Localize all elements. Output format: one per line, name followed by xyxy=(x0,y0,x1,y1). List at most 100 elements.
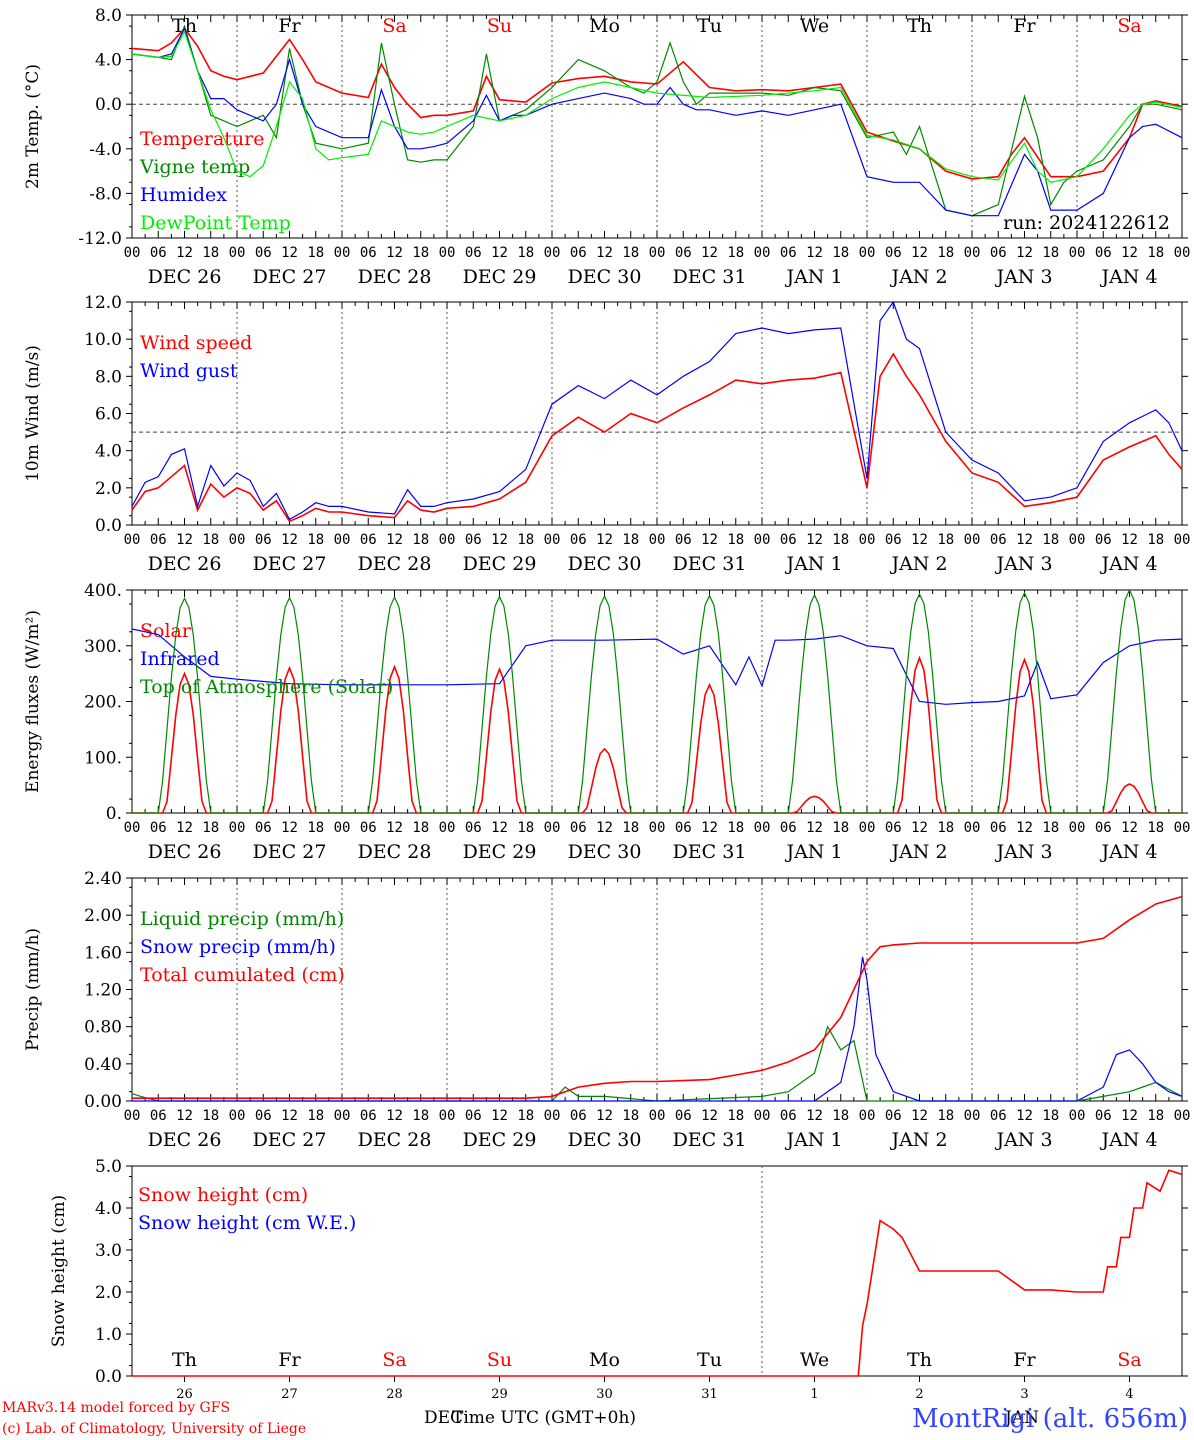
weekday-label: Fr xyxy=(1013,15,1036,37)
weekday-label: Th xyxy=(907,1349,932,1371)
x-hour-label: 00 xyxy=(754,820,771,836)
x-hour-label: 12 xyxy=(806,1108,823,1124)
x-hour-label: 18 xyxy=(307,820,324,836)
weekday-label: Su xyxy=(487,1349,512,1371)
legend-entry: Total cumulated (cm) xyxy=(140,964,345,986)
y-tick-label: 2.40 xyxy=(84,869,122,889)
y-tick-label: 12.0 xyxy=(84,293,122,313)
y-tick-label: 300. xyxy=(84,637,122,657)
panel-1: 8.0 4.0 0.0 -4.0 -8.0 -12.0 2m Temp. (°C) 00 06 1… xyxy=(23,6,1190,288)
weekday-label: Th xyxy=(907,15,932,37)
x-day-number: 1 xyxy=(810,1387,818,1402)
legend-entry: Snow height (cm) xyxy=(138,1184,308,1206)
y-tick-label: 0.40 xyxy=(84,1055,122,1075)
x-hour-label: 12 xyxy=(1016,245,1033,261)
legend-entry: Liquid precip (mm/h) xyxy=(140,908,344,930)
y-tick-label: 4.0 xyxy=(95,1199,122,1219)
x-hour-label: 12 xyxy=(491,532,508,548)
weekday-label: Sa xyxy=(382,15,406,37)
x-hour-label: 00 xyxy=(334,820,351,836)
x-hour-label: 12 xyxy=(281,245,298,261)
y-tick-label: 4.0 xyxy=(95,51,122,71)
panel-2: 12.0 10.0 8.0 6.0 4.0 2.0 0.0 10m Wind (m/s) 00 0… xyxy=(23,293,1190,575)
weekday-label: Fr xyxy=(1013,1349,1036,1371)
x-date-label: DEC 28 xyxy=(358,1129,432,1151)
x-date-label: DEC 26 xyxy=(148,841,222,863)
x-hour-label: 12 xyxy=(806,820,823,836)
month-right: JAN xyxy=(1003,1408,1039,1428)
x-hour-label: 12 xyxy=(386,820,403,836)
y-tick-label: 200. xyxy=(84,693,122,713)
legend-entry: DewPoint Temp xyxy=(140,212,291,234)
series-line-vigne-temp xyxy=(131,24,1183,217)
weekday-label: Tu xyxy=(697,15,722,37)
y-tick-label: 0.0 xyxy=(95,95,122,115)
weekday-label: We xyxy=(800,1349,829,1371)
x-hour-label: 18 xyxy=(727,820,744,836)
x-hour-label: 18 xyxy=(727,1108,744,1124)
x-date-label: DEC 27 xyxy=(253,553,327,575)
x-hour-label: 06 xyxy=(570,820,587,836)
x-hour-label: 06 xyxy=(1095,245,1112,261)
x-hour-label: 18 xyxy=(307,245,324,261)
x-day-number: 2 xyxy=(915,1387,923,1402)
x-hour-label: 12 xyxy=(491,1108,508,1124)
legend-entry: Snow precip (mm/h) xyxy=(140,936,336,958)
x-hour-label: 12 xyxy=(911,245,928,261)
x-hour-label: 06 xyxy=(465,245,482,261)
x-hour-label: 18 xyxy=(412,245,429,261)
x-day-number: 3 xyxy=(1020,1387,1028,1402)
y-tick-label: 5.0 xyxy=(95,1157,122,1177)
x-date-label: DEC 27 xyxy=(253,266,327,288)
y-tick-label: -4.0 xyxy=(89,140,122,160)
weekday-label: Su xyxy=(487,15,512,37)
x-hour-label: 00 xyxy=(754,1108,771,1124)
x-hour-label: 06 xyxy=(1095,820,1112,836)
x-hour-label: 06 xyxy=(465,820,482,836)
x-hour-label: 06 xyxy=(150,820,167,836)
x-hour-label: 06 xyxy=(990,245,1007,261)
x-day-number: 29 xyxy=(491,1387,508,1402)
y-axis-label: 10m Wind (m/s) xyxy=(23,345,43,482)
series-line-dewpoint-temp xyxy=(131,30,1183,183)
x-hour-label: 06 xyxy=(465,532,482,548)
legend-entry: Infrared xyxy=(140,648,220,670)
lab-credit: (c) Lab. of Climatology, University of L… xyxy=(2,1421,306,1437)
x-date-label: DEC 26 xyxy=(148,553,222,575)
x-date-label: DEC 26 xyxy=(148,266,222,288)
x-hour-label: 18 xyxy=(1147,820,1164,836)
y-tick-label: 1.0 xyxy=(95,1325,122,1345)
x-hour-label: 18 xyxy=(517,1108,534,1124)
x-date-label: DEC 30 xyxy=(568,553,642,575)
x-hour-label: 12 xyxy=(911,532,928,548)
x-hour-label: 00 xyxy=(439,245,456,261)
x-hour-label: 00 xyxy=(124,532,141,548)
y-tick-label: 1.60 xyxy=(84,943,122,963)
x-date-label: JAN 2 xyxy=(889,266,947,288)
x-hour-label: 06 xyxy=(675,245,692,261)
x-hour-label: 12 xyxy=(701,1108,718,1124)
x-hour-label: 06 xyxy=(1095,532,1112,548)
x-hour-label: 18 xyxy=(1042,820,1059,836)
x-hour-label: 06 xyxy=(675,532,692,548)
y-tick-label: 8.0 xyxy=(95,367,122,387)
x-hour-label: 18 xyxy=(622,820,639,836)
x-hour-label: 18 xyxy=(937,1108,954,1124)
x-hour-label: 12 xyxy=(491,820,508,836)
x-hour-label: 12 xyxy=(1121,532,1138,548)
x-date-label: DEC 29 xyxy=(463,841,537,863)
x-date-label: JAN 1 xyxy=(784,1129,842,1151)
x-date-label: DEC 28 xyxy=(358,266,432,288)
x-date-label: DEC 27 xyxy=(253,841,327,863)
x-hour-label: 06 xyxy=(885,245,902,261)
x-hour-label: 06 xyxy=(360,1108,377,1124)
y-tick-label: 10.0 xyxy=(84,330,122,350)
x-hour-label: 00 xyxy=(964,245,981,261)
x-hour-label: 00 xyxy=(649,532,666,548)
x-hour-label: 18 xyxy=(202,1108,219,1124)
x-date-label: DEC 30 xyxy=(568,1129,642,1151)
x-hour-label: 18 xyxy=(517,532,534,548)
x-hour-label: 00 xyxy=(859,820,876,836)
y-tick-label: 3.0 xyxy=(95,1241,122,1261)
